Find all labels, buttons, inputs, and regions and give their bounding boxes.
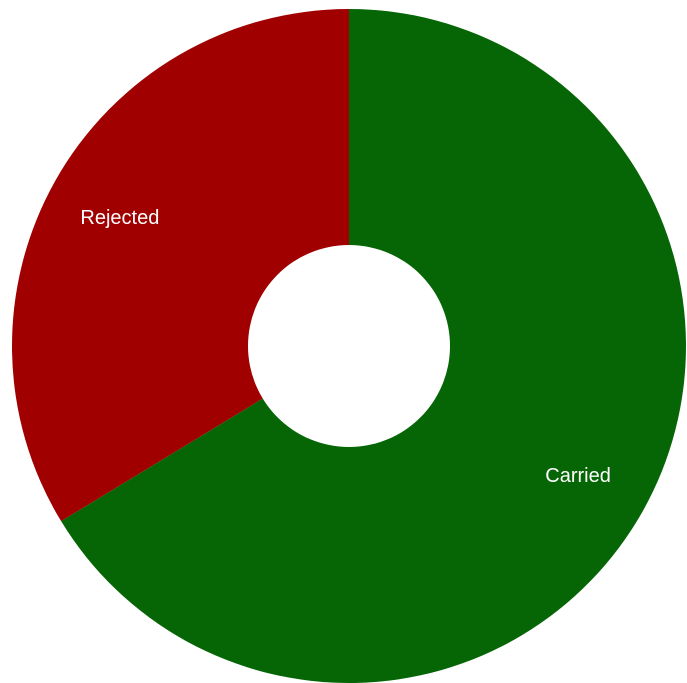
slice-label-carried: Carried bbox=[545, 465, 611, 487]
donut-hole bbox=[248, 245, 450, 447]
slice-label-rejected: Rejected bbox=[80, 207, 159, 229]
